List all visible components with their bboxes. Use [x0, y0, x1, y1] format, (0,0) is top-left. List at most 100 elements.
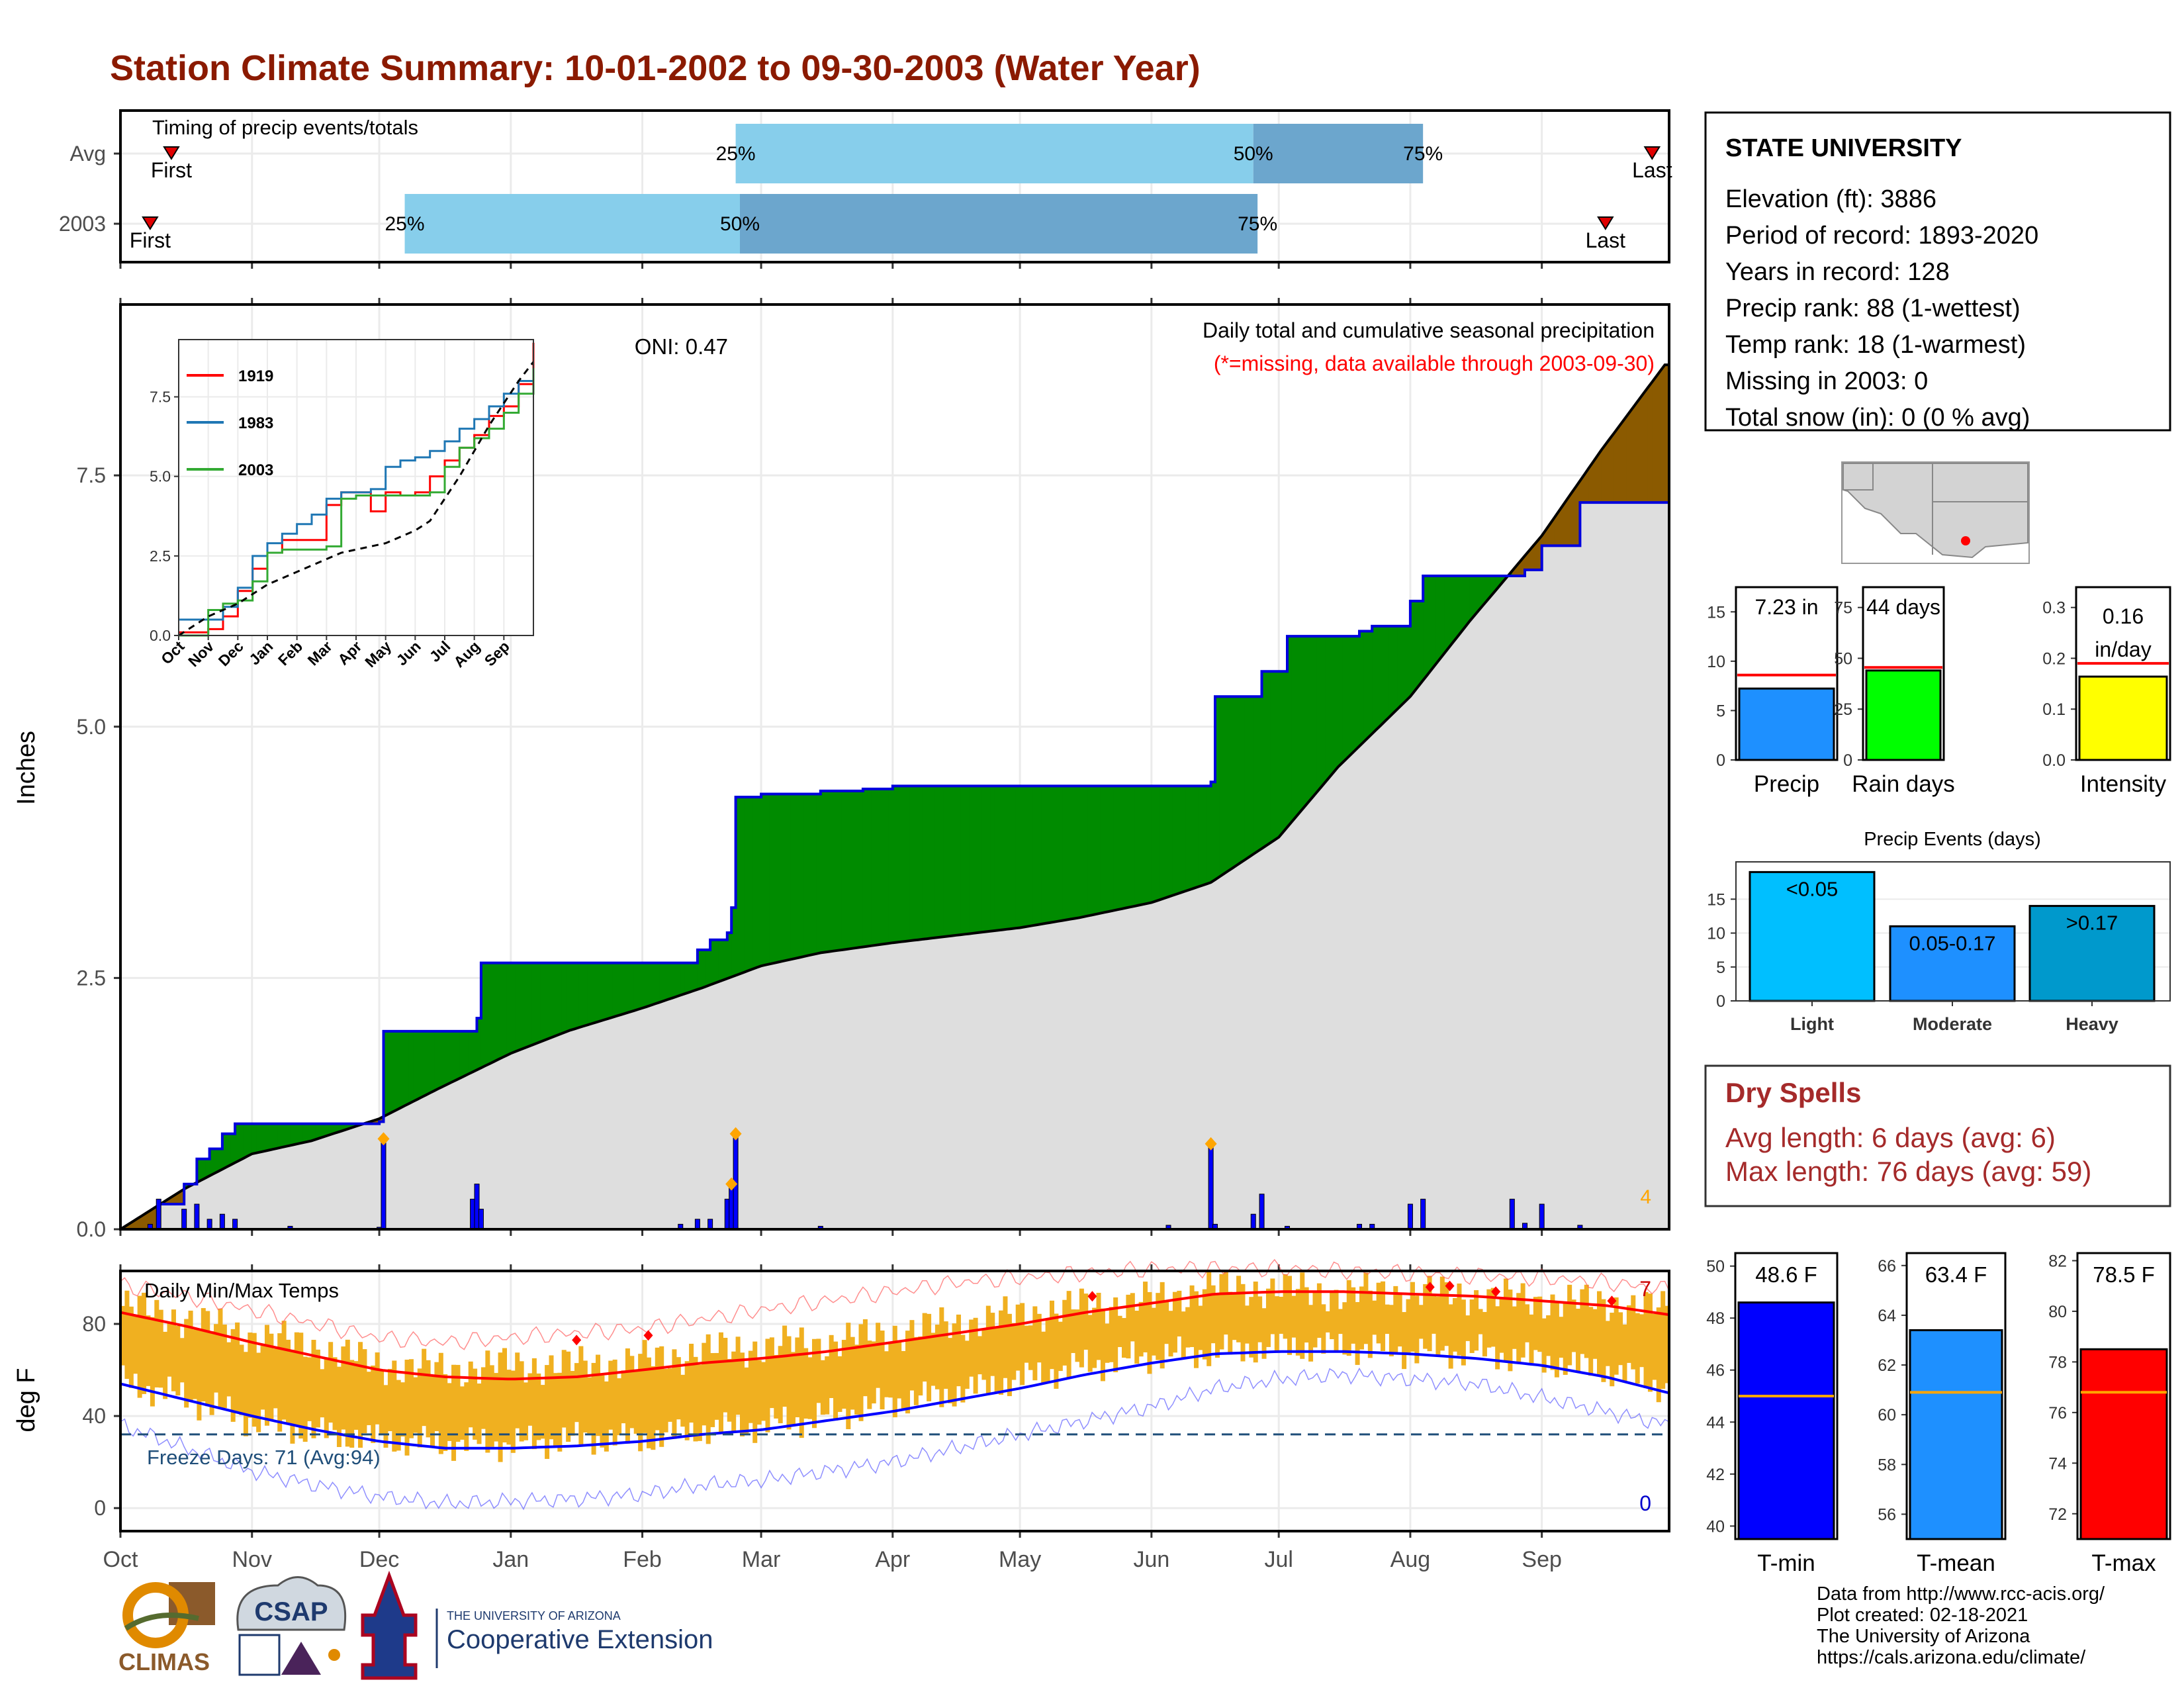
daily-temp-bar	[1601, 1299, 1606, 1382]
above-average-segment	[714, 939, 719, 984]
month-axis-label: Mar	[742, 1547, 781, 1572]
above-average-segment	[952, 786, 957, 936]
station-info-line: Period of record: 1893-2020	[1725, 222, 2038, 250]
daily-temp-bar	[408, 1359, 414, 1438]
above-average-segment	[790, 794, 796, 960]
record-low-count: 0	[1639, 1491, 1651, 1515]
above-average-segment	[1036, 786, 1042, 925]
month-axis-label: Feb	[623, 1547, 662, 1572]
above-average-segment	[443, 1031, 448, 1087]
daily-temp-bar	[939, 1307, 944, 1407]
daily-temp-bar	[591, 1362, 596, 1455]
daily-temp-bar	[621, 1370, 626, 1424]
above-average-segment	[1126, 786, 1131, 908]
daily-temp-bar	[336, 1366, 341, 1447]
temp-panel-title: Daily Min/Max Temps	[144, 1279, 339, 1302]
above-average-segment	[850, 790, 855, 949]
above-average-segment	[396, 1031, 401, 1110]
below-average-segment	[1622, 416, 1627, 503]
daily-temp-bar	[1490, 1288, 1496, 1347]
daily-temp-bar	[811, 1338, 817, 1429]
mini-ytick-label: 76	[2048, 1404, 2067, 1423]
above-average-segment	[438, 1031, 443, 1089]
daily-temp-bar	[366, 1372, 371, 1425]
events-bar	[1749, 870, 1876, 1002]
above-average-segment	[718, 939, 723, 982]
events-category-label: Light	[1790, 1014, 1834, 1034]
daily-temp-bar	[1393, 1286, 1398, 1355]
daily-temp-bar	[1198, 1305, 1203, 1350]
daily-temp-bar	[515, 1352, 520, 1429]
above-average-segment	[837, 790, 842, 951]
daily-temp-bar	[426, 1360, 431, 1438]
above-average-segment	[705, 949, 711, 987]
above-average-segment	[825, 790, 830, 953]
daily-temp-bar	[897, 1340, 902, 1399]
temp-bar-t-mean: 56 58 60 62 64 66 63.4 F T-mean	[1878, 1252, 2007, 1576]
below-average-segment	[1588, 462, 1594, 503]
daily-temp-bar	[1283, 1274, 1288, 1339]
above-average-segment	[1066, 786, 1071, 920]
daily-temp-bar	[969, 1319, 974, 1377]
above-average-segment	[985, 786, 991, 932]
above-average-segment	[1007, 786, 1012, 929]
above-average-segment	[756, 797, 762, 968]
daily-temp-bar	[1105, 1323, 1110, 1363]
above-average-segment	[1257, 696, 1263, 852]
daily-temp-bar	[702, 1342, 707, 1426]
above-average-segment	[812, 794, 817, 955]
daily-temp-bar	[1308, 1305, 1314, 1362]
daily-temp-bar	[1071, 1309, 1076, 1353]
above-average-segment	[612, 962, 617, 1017]
daily-temp-bar	[617, 1378, 622, 1436]
daily-temp-bar	[1206, 1271, 1212, 1366]
daily-temp-bar	[375, 1352, 380, 1425]
daily-temp-bar	[371, 1365, 376, 1443]
daily-temp-bar	[133, 1315, 138, 1374]
mini-value-bar	[1738, 687, 1835, 761]
events-frame	[1735, 861, 2171, 1002]
precip-corner-count: 4	[1640, 1186, 1651, 1208]
daily-temp-bar	[1554, 1301, 1559, 1378]
daily-temp-bar	[485, 1350, 490, 1453]
daily-temp-bar	[1635, 1313, 1640, 1384]
first-event-label: First	[151, 158, 192, 182]
daily-temp-bar	[994, 1327, 999, 1394]
precip-header: Daily total and cumulative seasonal prec…	[1203, 318, 1655, 342]
above-average-segment	[1261, 671, 1267, 849]
daily-temp-bar	[1614, 1297, 1619, 1375]
daily-temp-bar	[226, 1342, 232, 1397]
daily-temp-bar	[1503, 1278, 1508, 1362]
daily-temp-bar	[913, 1336, 919, 1405]
daily-temp-bar	[892, 1325, 897, 1418]
above-average-segment	[659, 962, 664, 1003]
mini-ytick-label: 62	[1878, 1356, 1896, 1375]
temp-category-label: T-max	[2091, 1550, 2156, 1576]
above-average-segment	[964, 786, 970, 935]
daily-temp-bar	[561, 1350, 567, 1428]
daily-temp-bar	[668, 1368, 673, 1422]
events-bar-label: 0.05-0.17	[1909, 931, 1996, 955]
daily-temp-bar	[909, 1320, 915, 1391]
daily-temp-bar	[1537, 1296, 1543, 1352]
mini-ytick-label: 0.3	[2042, 599, 2066, 618]
above-average-segment	[574, 962, 579, 1029]
climas-leaf-icon	[124, 1613, 199, 1631]
above-average-segment	[680, 962, 686, 996]
above-average-segment	[862, 788, 868, 947]
mini-value-bar	[1909, 1329, 2003, 1540]
daily-temp-bar	[850, 1336, 855, 1410]
above-average-segment	[408, 1031, 414, 1104]
daily-temp-bar	[1656, 1307, 1661, 1403]
daily-temp-bar	[1202, 1289, 1207, 1360]
record-max-line	[120, 1258, 1670, 1350]
above-average-segment	[591, 962, 596, 1024]
daily-temp-bar	[1143, 1282, 1148, 1352]
daily-temp-bar	[251, 1333, 257, 1427]
daily-temp-bar	[1300, 1272, 1305, 1359]
daily-temp-bar	[659, 1346, 664, 1447]
above-average-segment	[1461, 576, 1466, 632]
timing-panel-title: Timing of precip events/totals	[152, 116, 418, 139]
above-average-segment	[1071, 786, 1076, 919]
daily-temp-bar	[417, 1368, 422, 1448]
